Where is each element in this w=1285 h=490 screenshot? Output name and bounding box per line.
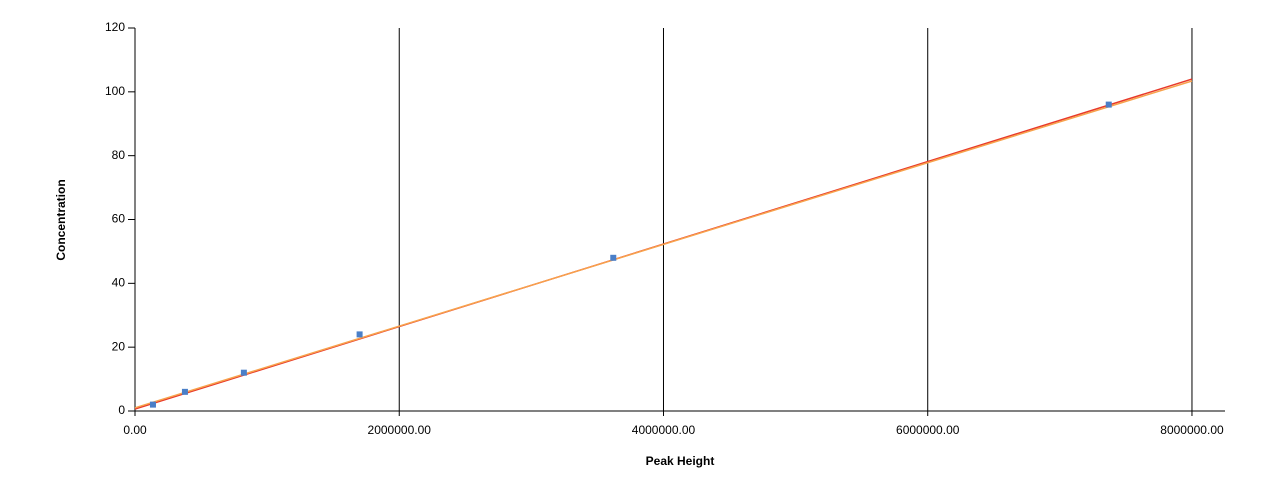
point xyxy=(240,369,247,376)
y-tick-label: 0 xyxy=(118,403,125,417)
point xyxy=(181,388,188,395)
point xyxy=(149,401,156,408)
x-tick-label: 6000000.00 xyxy=(896,423,960,437)
y-axis-title: Concentration xyxy=(54,179,68,260)
y-tick-label: 60 xyxy=(112,212,126,226)
x-tick-label: 8000000.00 xyxy=(1160,423,1224,437)
y-tick-label: 40 xyxy=(112,276,126,290)
x-axis-title: Peak Height xyxy=(646,454,715,468)
fit-line xyxy=(134,80,1193,409)
y-tick-label: 100 xyxy=(105,84,125,98)
x-tick-label: 4000000.00 xyxy=(632,423,696,437)
point xyxy=(610,254,617,261)
point xyxy=(1105,101,1112,108)
y-tick-label: 120 xyxy=(105,20,125,34)
x-tick-label: 2000000.00 xyxy=(368,423,432,437)
x-tick-label: 0.00 xyxy=(123,423,147,437)
y-tick-label: 80 xyxy=(112,148,126,162)
y-tick-label: 20 xyxy=(112,339,126,353)
point xyxy=(356,331,363,338)
